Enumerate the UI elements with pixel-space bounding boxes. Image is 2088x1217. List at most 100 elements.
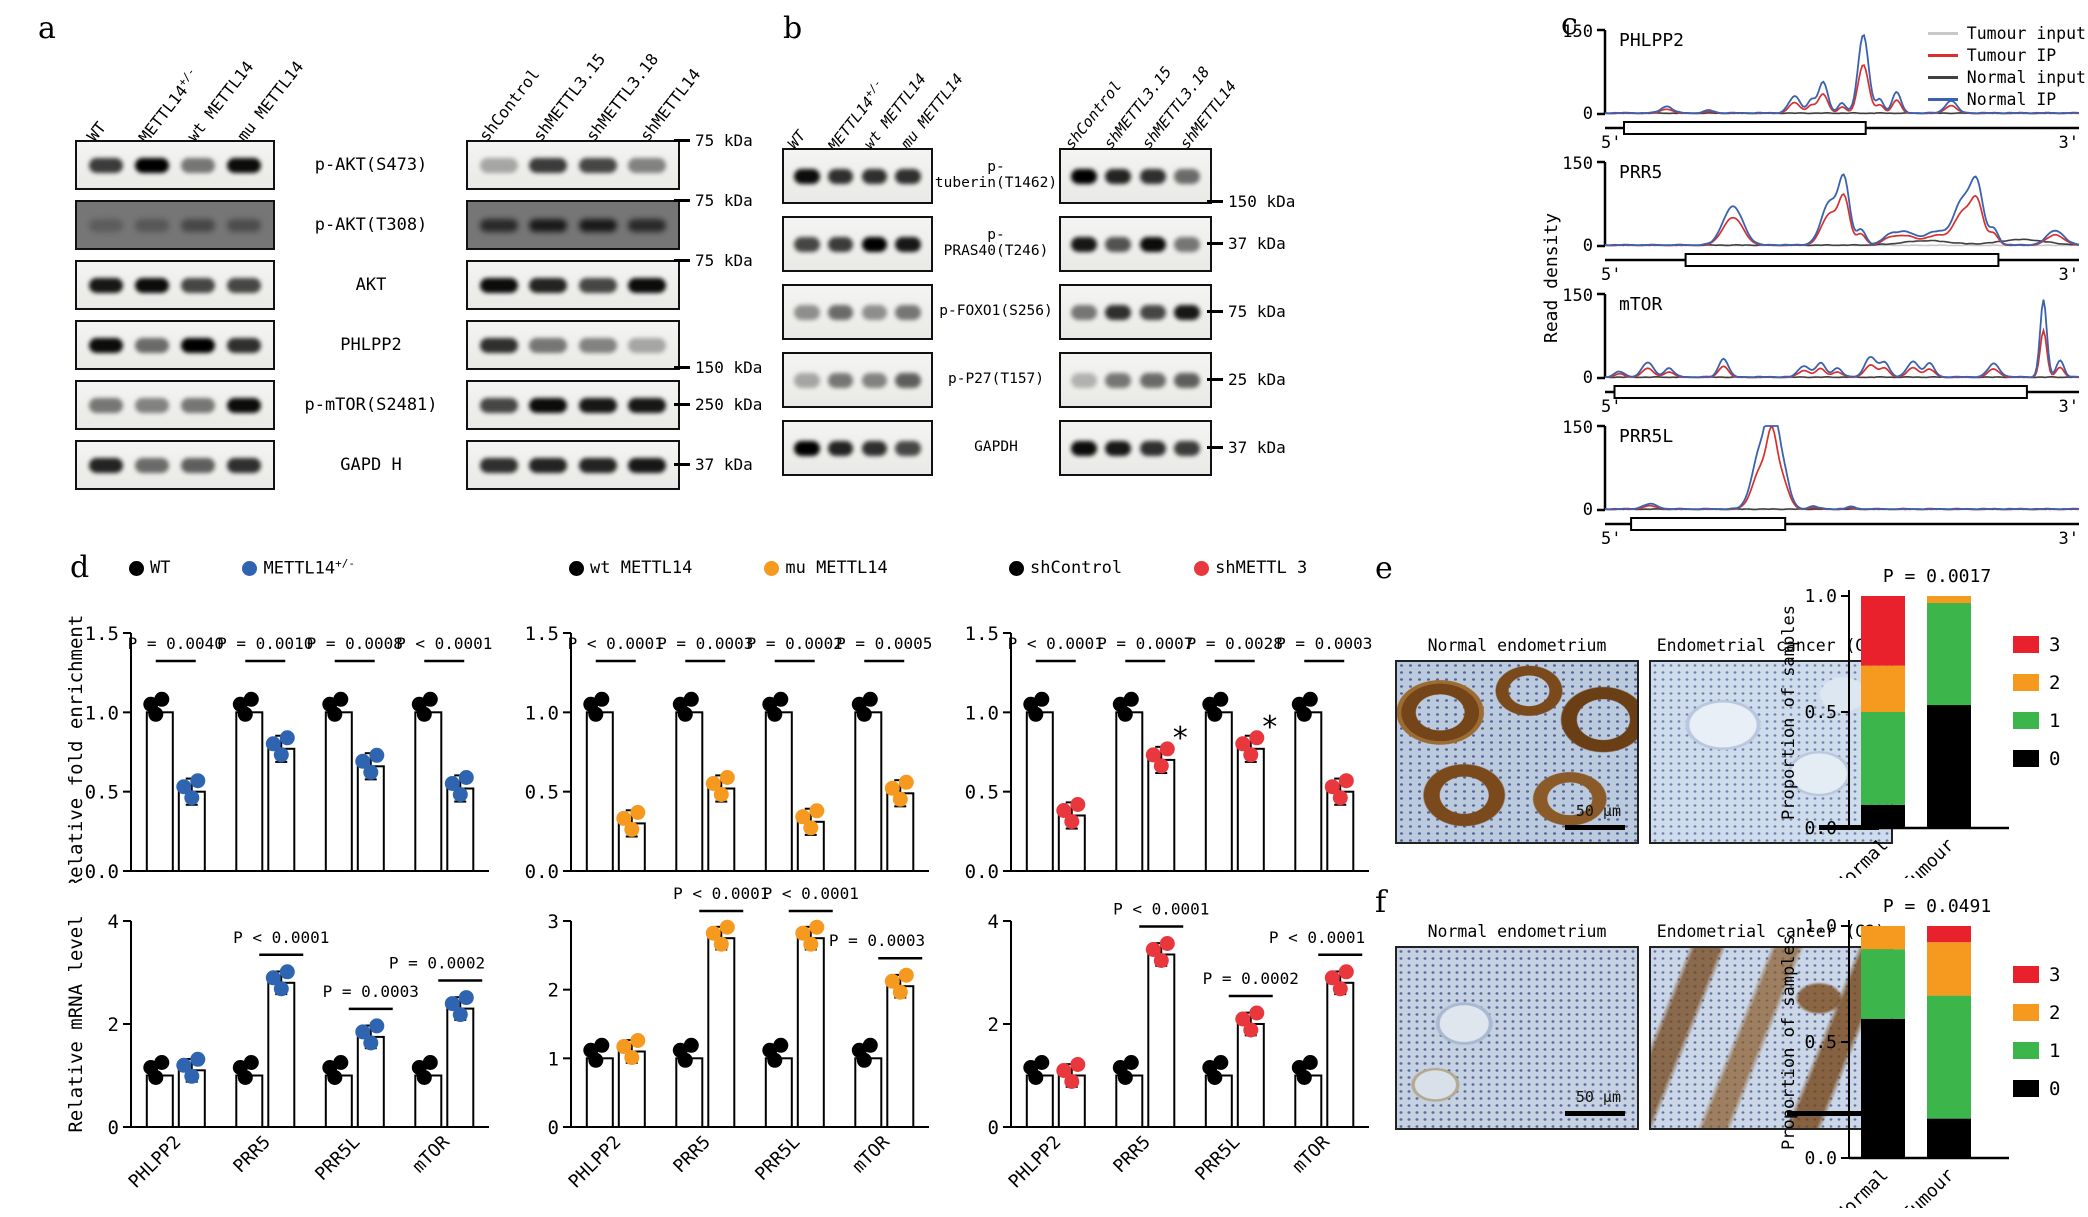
- y-axis-label: Relative mRNA level: [65, 915, 87, 1132]
- legend-line-icon: [1927, 32, 1958, 35]
- kda-marker: 75 kDa: [1207, 302, 1286, 321]
- blot-band: [827, 440, 854, 456]
- ihc-image-endometrial-cancer: [1649, 946, 1893, 1130]
- blot-band: [1139, 168, 1166, 184]
- data-point: [327, 706, 343, 722]
- blot-band: [895, 304, 921, 320]
- legend-swatch: [2013, 750, 2039, 767]
- blot-band: [628, 277, 667, 293]
- data-point: [279, 730, 295, 746]
- chart-enrichment-mettl14: WT METTL14+/- 0.0 0.5 1.0 1.5 P = 0.0040 P = 0…: [65, 555, 495, 890]
- bar: [1057, 814, 1086, 872]
- blot-band: [134, 277, 170, 293]
- blot-band: [1105, 236, 1132, 252]
- data-point: [677, 1052, 693, 1068]
- kda-tick: [1207, 310, 1223, 313]
- bar: [1294, 711, 1323, 872]
- data-point: [1213, 691, 1229, 707]
- legend-item: mu METTL14: [764, 558, 888, 578]
- chart-legend: wt METTL14 mu METTL14: [569, 555, 935, 581]
- data-point: [1249, 730, 1265, 746]
- blot-band: [226, 457, 262, 473]
- blot-band: [578, 397, 617, 413]
- legend-text: shControl: [1030, 558, 1123, 578]
- label: 150: [1562, 154, 1593, 174]
- label: 1.0: [965, 702, 999, 724]
- data-point: [1296, 706, 1312, 722]
- kda-text: 75 kDa: [695, 251, 753, 270]
- blot-band: [1105, 168, 1132, 184]
- panel-e-label: e: [1375, 551, 1393, 586]
- label: 0: [1583, 368, 1593, 388]
- data-point: [333, 1055, 349, 1070]
- label: 4: [108, 911, 119, 933]
- data-point: [767, 1052, 783, 1068]
- data-point: [803, 936, 819, 952]
- blot-band: [479, 277, 518, 293]
- data-point: [1145, 942, 1161, 957]
- label: 5': [1601, 265, 1621, 282]
- data-point: [1243, 1022, 1259, 1038]
- blot-strip: [1059, 420, 1212, 476]
- data-point: [237, 706, 253, 722]
- bar: [235, 1074, 264, 1128]
- data-point: [327, 1070, 343, 1085]
- x-tick-label: PRR5: [229, 1132, 275, 1178]
- data-point: [795, 925, 811, 941]
- blot-band: [1173, 372, 1200, 388]
- data-point: [862, 691, 878, 707]
- bar: [1236, 1023, 1265, 1128]
- label: P = 0.0028: [1187, 634, 1283, 653]
- data-point: [1153, 953, 1169, 968]
- label: 2: [2049, 672, 2060, 694]
- chart-svg-holder: 0.0 0.5 1.0 1.5 P = 0.0040 P = 0.0010 P = 0.00…: [65, 583, 495, 890]
- legend-line-icon: [1927, 98, 1958, 101]
- chart-svg-holder: 0.0 0.5 1.0 1.5 P < 0.0001 P = 0.0007 * P = 0.0…: [945, 583, 1375, 887]
- data-point: [1064, 814, 1080, 829]
- blot-band: [794, 236, 820, 252]
- data-point: [176, 779, 192, 795]
- blot-band: [628, 337, 667, 353]
- label: 2: [108, 1014, 119, 1036]
- blot-band: [1173, 440, 1200, 456]
- kda-text: 37 kDa: [695, 455, 753, 474]
- stack-segment: [1861, 926, 1905, 950]
- data-point: [1070, 1057, 1086, 1072]
- read-density-track: 150 0 mTOR 5' 3': [1562, 286, 2080, 417]
- ihc-title-normal: Normal endometrium: [1427, 636, 1607, 655]
- kda-text: 37 kDa: [1228, 438, 1286, 457]
- blot-band: [134, 457, 170, 473]
- data-point: [1117, 706, 1133, 722]
- blot-band: [226, 157, 262, 173]
- data-point: [422, 1055, 438, 1070]
- blot-band: [134, 397, 170, 413]
- label: 5': [1601, 397, 1621, 414]
- kda-tick: [674, 463, 690, 466]
- track-prr5l: 150 0 PRR5L 5' 3': [1561, 418, 2086, 550]
- blot-band: [1071, 304, 1098, 320]
- data-point: [1028, 706, 1044, 722]
- panel-a-blots: WT METTL14+/- wt METTL14 mu METTL14 shContro…: [30, 8, 765, 540]
- label: P = 0.0005: [836, 634, 932, 653]
- blot-band: [895, 168, 921, 184]
- blot-band: [479, 157, 518, 173]
- chart-svg-holder: 0 2 4 PHLPP2 P < 0.0001 PRR5 P = 0.0003 PRR5L P …: [65, 881, 495, 1215]
- kda-tick: [674, 259, 690, 262]
- kda-marker: 75 kDa: [674, 191, 753, 210]
- panel-b-label: b: [783, 11, 803, 46]
- data-point: [683, 1037, 699, 1053]
- data-point: [1123, 1055, 1139, 1070]
- data-point: [273, 747, 289, 763]
- kda-text: 25 kDa: [1228, 370, 1286, 389]
- label: 5': [1601, 529, 1621, 546]
- kda-marker: 150 kDa: [1207, 192, 1295, 211]
- legend-line-icon: [1927, 76, 1958, 79]
- data-point: [1207, 706, 1223, 722]
- data-point: [713, 787, 729, 802]
- data-point: [719, 770, 735, 785]
- legend-item: Tumour IP: [1927, 46, 2086, 65]
- blot-row-label: p-tuberin(T1462): [934, 159, 1058, 191]
- bar: [446, 1007, 475, 1128]
- data-point: [795, 809, 811, 825]
